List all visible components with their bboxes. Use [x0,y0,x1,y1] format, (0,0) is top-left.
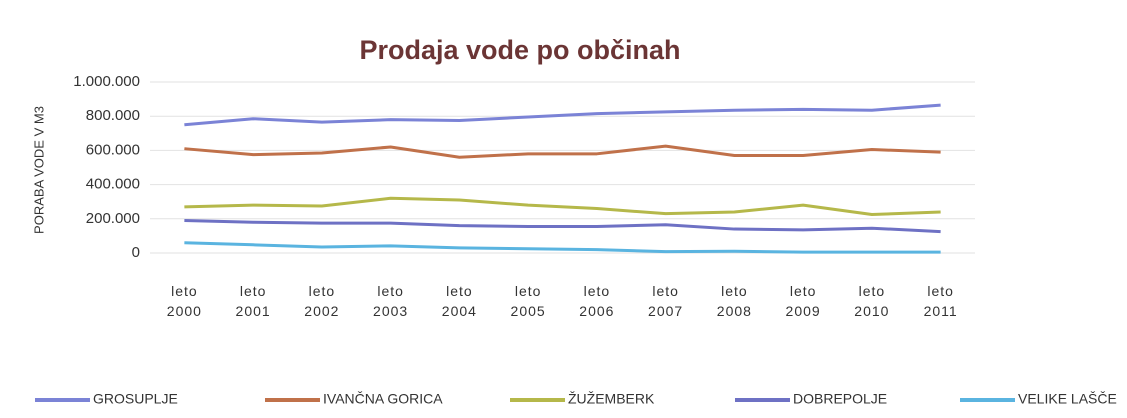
series-line [184,219,941,234]
x-tick-label: leto 2000 [166,283,202,319]
y-tick-label: 600.000 [86,141,140,158]
x-tick-label: leto 2008 [716,283,752,319]
x-tick-label: leto 2001 [235,283,271,319]
y-tick-label: 0 [132,244,140,261]
x-tick-label: leto 2002 [304,283,340,319]
x-tick-label: leto 2003 [373,283,409,319]
x-tick-label: leto 2007 [648,283,684,319]
x-tick-label: leto 2006 [579,283,615,319]
x-tick-label: leto 2010 [854,283,890,319]
chart-title: Prodaja vode po občinah [359,35,680,65]
y-tick-label: 800.000 [86,107,140,124]
legend-label: DOBREPOLJE [793,391,887,407]
x-tick-label: leto 2004 [441,283,477,319]
y-tick-label: 400.000 [86,176,140,193]
series-line [184,196,941,217]
legend-label: ŽUŽEMBERK [568,391,655,407]
series-line [184,144,941,159]
x-tick-label: leto 2005 [510,283,546,319]
legend-label: IVANČNA GORICA [323,391,443,407]
y-axis-label: PORABA VODE V M3 [31,106,46,234]
legend-label: GROSUPLJE [93,391,178,407]
y-tick-label: 1.000.000 [73,73,140,90]
series-line [184,241,941,254]
legend-label: VELIKE LAŠČE [1018,391,1117,407]
y-tick-label: 200.000 [86,210,140,227]
series-line [184,103,941,127]
x-tick-label: leto 2011 [923,283,958,319]
x-tick-label: leto 2009 [785,283,821,319]
